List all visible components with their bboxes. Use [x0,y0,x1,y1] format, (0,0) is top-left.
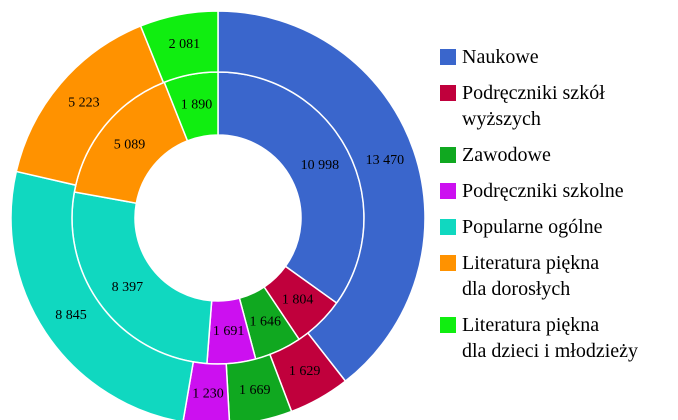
data-label: 10 998 [301,158,340,173]
legend-item: Podręczniki szkolne [440,178,676,204]
data-label: 1 230 [192,386,224,401]
legend-swatch [440,317,456,333]
legend-item: Naukowe [440,44,676,70]
legend-item: Zawodowe [440,142,676,168]
legend-swatch [440,219,456,235]
data-label: 5 223 [68,96,100,111]
legend-swatch [440,183,456,199]
legend-item: Literatura piękna dla dorosłych [440,250,676,302]
legend-label: Popularne ogólne [462,216,603,238]
legend: Naukowe Podręczniki szkół wyższych Zawodow… [440,44,676,374]
legend-label: Podręczniki szkolne [462,180,624,202]
data-label: 13 470 [366,153,405,168]
data-label: 1 646 [249,315,281,330]
legend-swatch [440,85,456,101]
data-label: 2 081 [169,37,201,52]
legend-item: Podręczniki szkół wyższych [440,80,676,132]
legend-swatch [440,147,456,163]
data-label: 1 629 [289,364,321,379]
legend-swatch [440,255,456,271]
legend-item: Literatura piękna dla dzieci i młodzieży [440,312,676,364]
data-label: 1 890 [181,98,213,113]
data-label: 1 691 [213,324,245,339]
data-label: 1 804 [282,292,314,307]
legend-label: Literatura piękna dla dzieci i młodzieży [462,314,639,362]
legend-label: Podręczniki szkół wyższych [462,82,605,130]
data-label: 1 669 [239,383,271,398]
slice [139,10,219,84]
data-label: 5 089 [114,138,146,153]
legend-swatch [440,49,456,65]
slice [217,10,426,383]
legend-label: Zawodowe [462,144,551,166]
data-label: 8 845 [55,308,87,323]
slice [10,170,195,420]
legend-label: Naukowe [462,46,539,68]
legend-item: Popularne ogólne [440,214,676,240]
data-label: 8 397 [112,280,144,295]
legend-label: Literatura piękna dla dorosłych [462,252,600,300]
